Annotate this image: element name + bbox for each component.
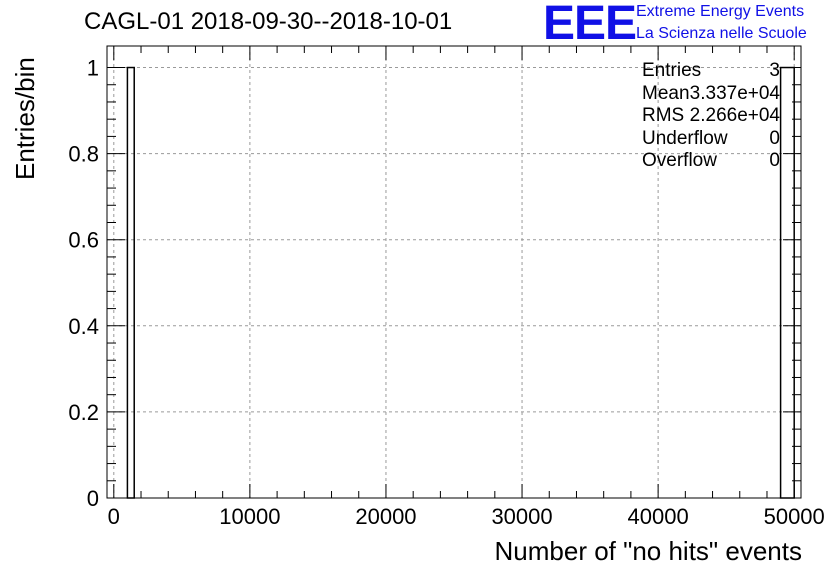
stats-key: Overflow (642, 150, 717, 171)
y-tick-label: 0.4 (68, 314, 99, 339)
logo-line-1: Extreme Energy Events (636, 3, 805, 20)
eee-logo: EEE (543, 0, 637, 50)
plot-frame (106, 45, 802, 499)
y-tick-label: 0.8 (68, 142, 99, 167)
logo-line-2: La Scienza nelle Scuole (636, 25, 807, 42)
stats-row-overflow: Overflow 0 (642, 150, 780, 173)
histogram-bin (779, 66, 795, 499)
stats-key: Entries (642, 60, 702, 81)
stats-value: 0 (769, 127, 780, 149)
y-tick-label: 0 (87, 486, 99, 511)
stats-row-entries: Entries 3 (642, 60, 780, 83)
stats-row-mean: Mean 3.337e+04 (642, 83, 780, 106)
histogram-bin (126, 66, 135, 499)
y-tick-label: 1 (87, 56, 99, 81)
stats-row-rms: RMS 2.266e+04 (642, 105, 780, 128)
stats-box: Entries 3 Mean 3.337e+04 RMS 2.266e+04 U… (642, 60, 780, 173)
x-tick-label: 20000 (355, 504, 416, 529)
stats-value: 3.337e+04 (689, 82, 780, 104)
stats-key: Underflow (642, 127, 728, 149)
x-axis-label: Number of "no hits" events (494, 536, 803, 566)
stats-value: 0 (769, 150, 780, 171)
x-tick-label: 40000 (628, 504, 689, 529)
y-tick-label: 0.2 (68, 400, 99, 425)
y-tick-label: 0.6 (68, 228, 99, 253)
stats-key: RMS (642, 105, 685, 126)
x-tick-label: 30000 (491, 504, 552, 529)
x-tick-label: 50000 (764, 504, 825, 529)
x-tick-label: 10000 (219, 504, 280, 529)
x-tick-label: 0 (108, 504, 120, 529)
stats-value: 3 (769, 60, 780, 81)
stats-value: 2.266e+04 (689, 105, 780, 126)
stats-row-underflow: Underflow 0 (642, 128, 780, 151)
stats-key: Mean (642, 82, 690, 104)
chart-title: CAGL-01 2018-09-30--2018-10-01 (84, 8, 453, 35)
